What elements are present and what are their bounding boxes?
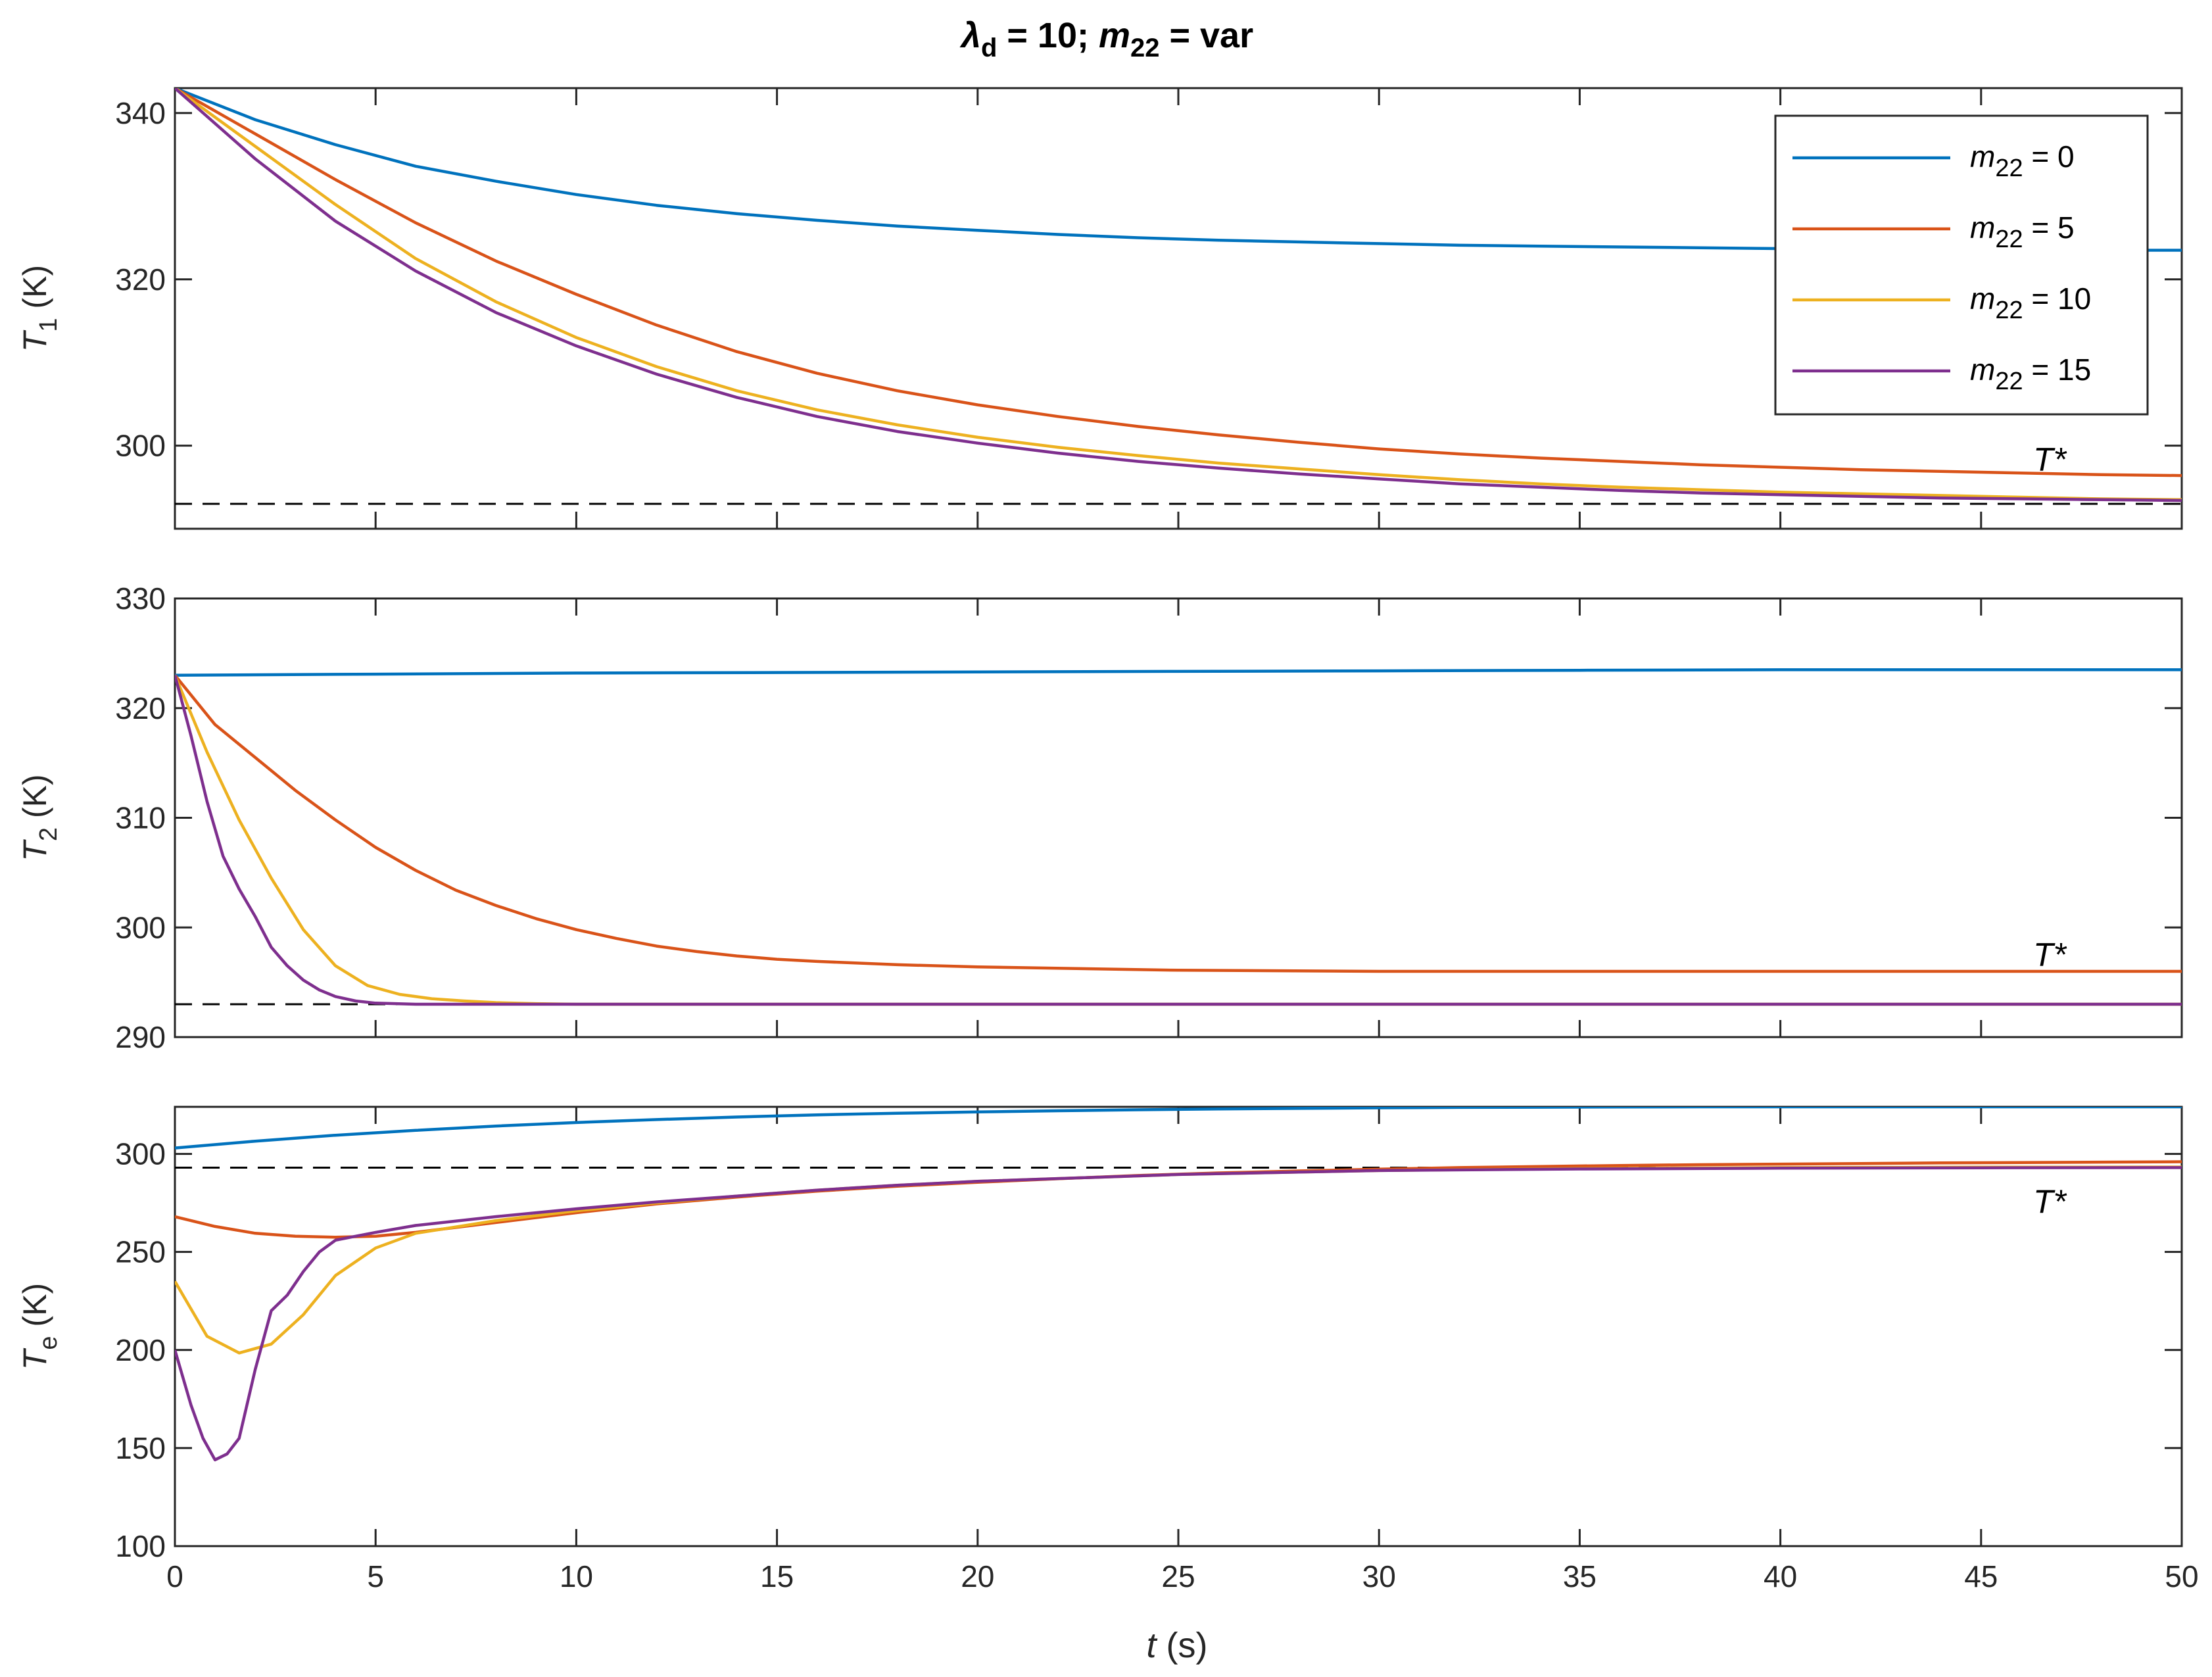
chart-title: λd = 10; m22 = var bbox=[959, 16, 1253, 62]
series-line-m15-t2 bbox=[175, 675, 2182, 1006]
series-line-m15-t1 bbox=[175, 88, 2182, 502]
legend-entry-m5: m22 = 5 bbox=[1970, 210, 2075, 253]
y-label-subscript: e bbox=[35, 1336, 62, 1349]
y-label-unit: (K) bbox=[16, 265, 53, 318]
x-tick-label: 45 bbox=[1964, 1559, 1998, 1593]
y-tick-label: 310 bbox=[115, 801, 166, 835]
y-label-subscript: 1 bbox=[35, 318, 62, 331]
y-tick-label: 290 bbox=[115, 1020, 166, 1054]
y-tick-label: 200 bbox=[115, 1333, 166, 1367]
x-tick-label: 35 bbox=[1563, 1559, 1597, 1593]
title-m: m bbox=[1099, 16, 1130, 55]
panel-te: 100 150 200 250 300 0 5 10 15 20 25 30 35 40 45 50 Te (K… bbox=[16, 1106, 2199, 1593]
series-line-m5-t1 bbox=[175, 88, 2182, 477]
x-tick-label: 40 bbox=[1764, 1559, 1797, 1593]
y-tick-label: 100 bbox=[115, 1529, 166, 1563]
panel-t1: 300 320 340 T1 (K) T* bbox=[16, 87, 2183, 530]
y-tick-label: 330 bbox=[115, 581, 166, 616]
y-tick-label: 300 bbox=[115, 1137, 166, 1171]
series-line-m15-te bbox=[175, 1166, 2182, 1462]
reference-label-t1: T* bbox=[2033, 441, 2067, 478]
x-tick-label: 20 bbox=[961, 1559, 994, 1593]
y-label-var: T bbox=[16, 839, 53, 862]
x-tick-label: 30 bbox=[1362, 1559, 1396, 1593]
x-axis-label: t (s) bbox=[1147, 1626, 1208, 1665]
y-tick-label: 250 bbox=[115, 1235, 166, 1269]
y-axis-label-t2: T2 (K) bbox=[16, 774, 62, 861]
panel-t2: 290 300 310 320 330 T2 (K) T* bbox=[16, 581, 2183, 1054]
title-m-subscript: 22 bbox=[1130, 34, 1160, 62]
y-label-var: T bbox=[16, 329, 53, 352]
x-axis-label-var: t bbox=[1147, 1626, 1158, 1665]
y-tick-label: 300 bbox=[115, 429, 166, 463]
legend-entry-m10: m22 = 10 bbox=[1970, 281, 2091, 324]
y-label-subscript: 2 bbox=[35, 827, 62, 841]
x-tick-label: 50 bbox=[2165, 1559, 2198, 1593]
x-tick-label: 10 bbox=[560, 1559, 593, 1593]
reference-label-te: T* bbox=[2033, 1183, 2067, 1220]
x-axis-label-unit: (s) bbox=[1157, 1626, 1208, 1665]
legend-box bbox=[1774, 114, 2149, 416]
y-tick-label: 150 bbox=[115, 1431, 166, 1465]
legend-entry-m15: m22 = 15 bbox=[1970, 352, 2091, 395]
series-line-m10-te bbox=[175, 1165, 2182, 1355]
y-label-var: T bbox=[16, 1348, 53, 1370]
series-line-m0-te bbox=[175, 1107, 2182, 1150]
y-label-unit: (K) bbox=[16, 774, 53, 827]
series-line-m0-t2 bbox=[175, 668, 2182, 677]
x-tick-label: 5 bbox=[367, 1559, 384, 1593]
y-tick-label: 300 bbox=[115, 910, 166, 944]
series-line-m10-t2 bbox=[175, 674, 2182, 1006]
title-lambda: λ bbox=[959, 16, 981, 55]
title-tail: = var bbox=[1159, 16, 1253, 55]
title-lambda-subscript: d bbox=[981, 34, 997, 62]
x-tick-label: 25 bbox=[1161, 1559, 1195, 1593]
y-label-unit: (K) bbox=[16, 1283, 53, 1336]
y-tick-label: 340 bbox=[115, 96, 166, 130]
x-tick-label: 15 bbox=[760, 1559, 794, 1593]
y-tick-label: 320 bbox=[115, 262, 166, 297]
series-line-m5-t2 bbox=[175, 674, 2182, 973]
legend: m22 = 0 m22 = 5 m22 = 10 m22 = 15 bbox=[1774, 114, 2149, 416]
legend-entry-m0: m22 = 0 bbox=[1970, 139, 2075, 182]
title-middle: = 10; bbox=[997, 16, 1099, 55]
y-axis-label-t1: T1 (K) bbox=[16, 265, 62, 352]
series-line-m10-t1 bbox=[175, 88, 2182, 502]
y-axis-label-te: Te (K) bbox=[16, 1283, 62, 1370]
y-tick-label: 320 bbox=[115, 691, 166, 725]
x-tick-label: 0 bbox=[166, 1559, 183, 1593]
reference-label-t2: T* bbox=[2033, 936, 2067, 973]
